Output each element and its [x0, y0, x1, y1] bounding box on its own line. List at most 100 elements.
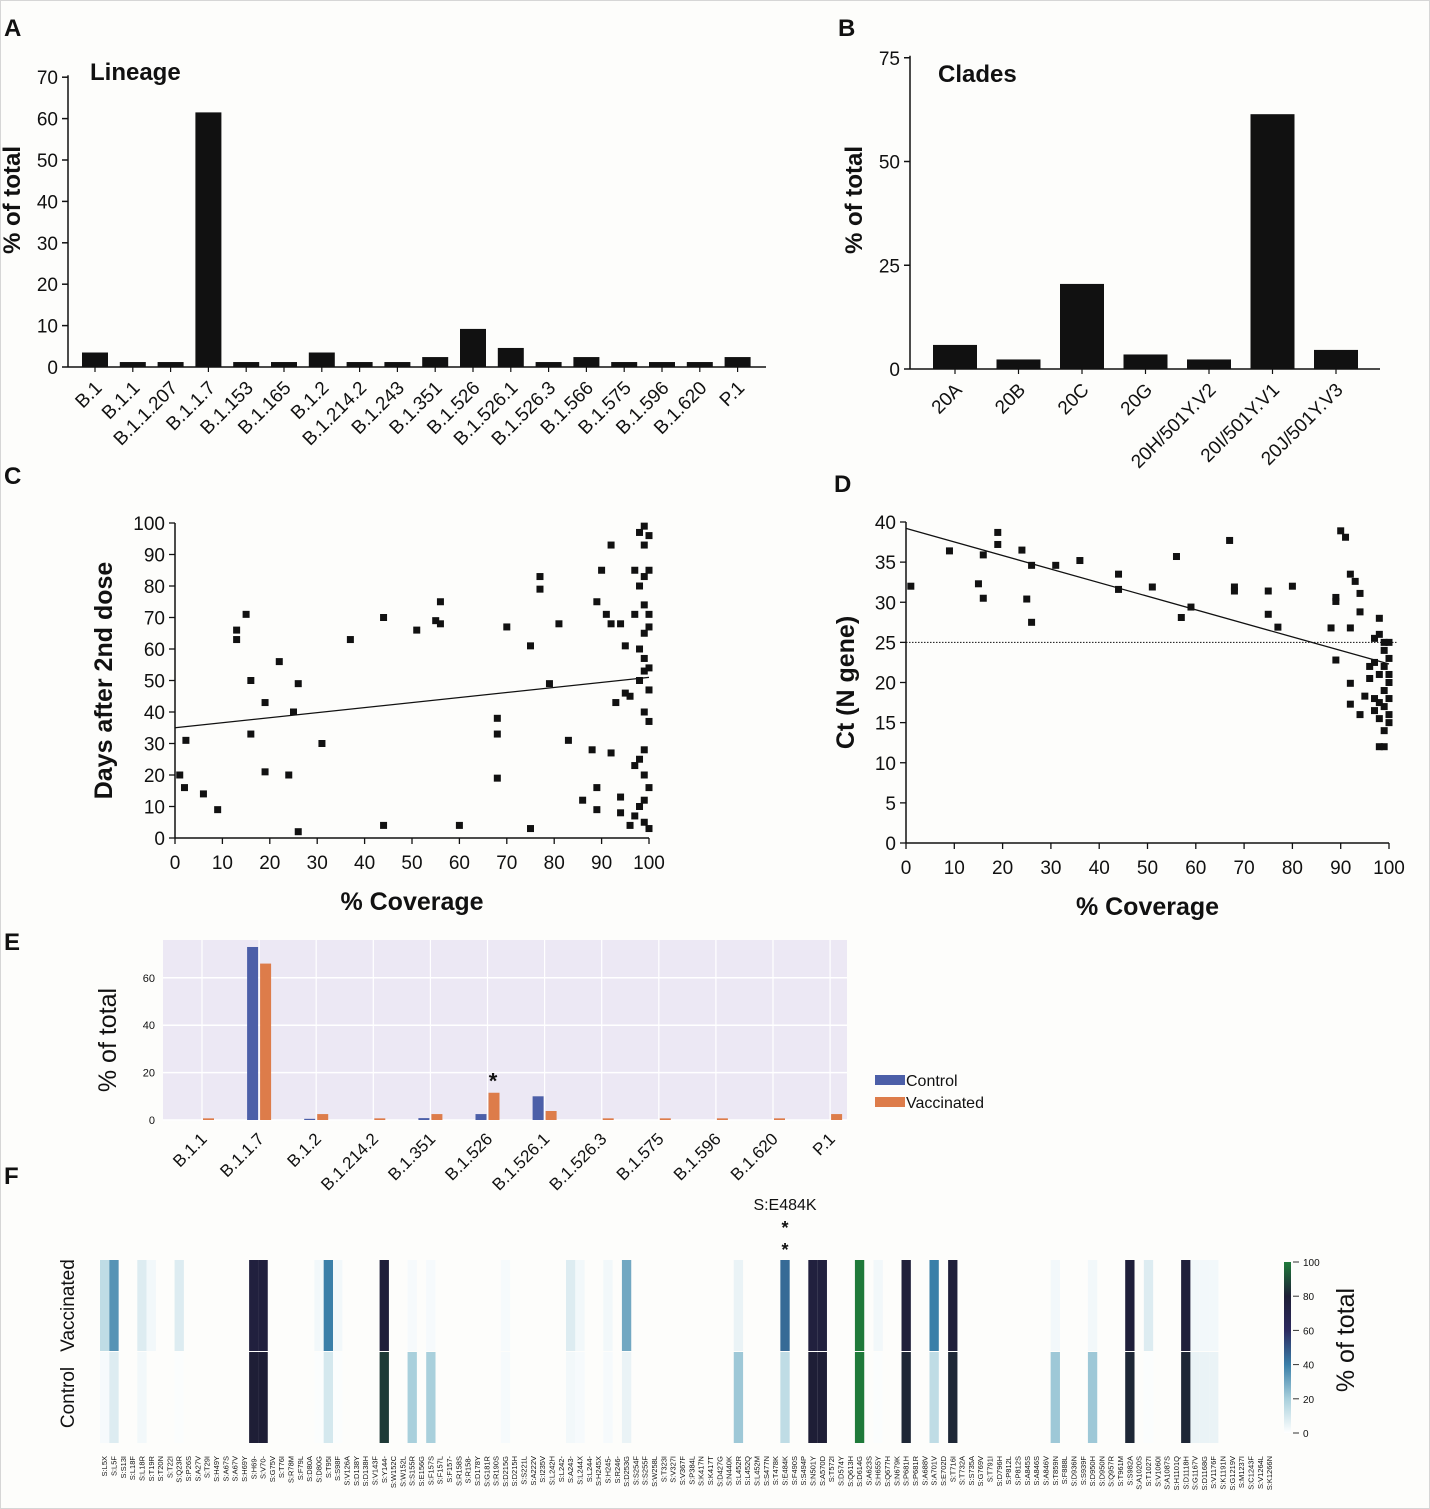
- column-label: S:L242-: [557, 1456, 566, 1483]
- column-label: S:V327I: [669, 1456, 678, 1483]
- data-point: [1346, 700, 1354, 708]
- column-label: S:L452Q: [743, 1456, 752, 1486]
- column-label: S:V143F: [370, 1456, 379, 1486]
- colorbar-tick-label: 80: [1303, 1292, 1315, 1303]
- column-label: S:P384L: [687, 1456, 696, 1485]
- column-label: S:V1264L: [1256, 1456, 1265, 1489]
- heatmap-cell-control-S:Y144-: [379, 1352, 389, 1443]
- y-axis-label: % of total: [841, 146, 868, 254]
- column-label: S:Q677H: [883, 1456, 892, 1487]
- data-point: [631, 610, 639, 618]
- column-label: S:R158S: [454, 1456, 463, 1486]
- column-label: S:S221L: [520, 1456, 529, 1485]
- bar-B.1: [82, 352, 108, 367]
- data-point: [979, 594, 987, 602]
- bar-B.1.165: [271, 362, 297, 367]
- x-tick-label: 40: [1089, 858, 1110, 879]
- x-tick-label: 100: [1373, 858, 1405, 879]
- heatmap-cell-control-S:L452R: [733, 1352, 744, 1443]
- column-label: S:R78M: [287, 1456, 296, 1483]
- column-label: S:Q23R: [175, 1455, 184, 1482]
- heatmap-cell-control-S:Q23R: [174, 1352, 184, 1443]
- heatmap-cell-control-S:D950H: [1087, 1352, 1098, 1443]
- column-label: S:L5F: [109, 1456, 118, 1476]
- column-label: S:A67S: [221, 1456, 230, 1481]
- panel-d-ct-scatter: 0 5 10 15 20 25 30 35 40 0 10 20 30 40 50 60 70 80 90 100 % …: [832, 513, 1405, 921]
- chart-title: Lineage: [90, 59, 181, 86]
- data-point: [1327, 624, 1335, 632]
- x-tick-label: 20: [992, 858, 1013, 879]
- column-label: S:N501Y: [808, 1456, 817, 1486]
- data-point: [1187, 603, 1195, 611]
- bar-vaccinated-B.1.596: [716, 1118, 728, 1120]
- bar-control-B.1.1.7: [247, 946, 259, 1120]
- data-point: [645, 623, 653, 631]
- heatmap-cell-control-S:S155R: [407, 1352, 417, 1443]
- data-point: [436, 620, 444, 628]
- column-label: S:D936N: [1069, 1456, 1078, 1486]
- x-tick-label: 70: [1234, 858, 1255, 879]
- data-point: [1356, 711, 1364, 719]
- data-point: [294, 828, 302, 836]
- bar-vaccinated-B.1.526.1: [545, 1110, 557, 1120]
- data-point: [1380, 743, 1388, 751]
- data-point: [527, 825, 534, 833]
- heatmap-cell-vaccinated-S:L244X: [575, 1260, 585, 1351]
- column-label: S:T22I: [165, 1456, 174, 1478]
- column-label: S:G769V: [976, 1456, 985, 1486]
- column-label: S:T572I: [827, 1456, 836, 1482]
- data-point: [907, 582, 915, 590]
- column-label: S:L18R: [137, 1455, 146, 1481]
- column-label: S:I235V: [538, 1456, 547, 1483]
- data-point: [645, 825, 653, 833]
- column-label: S:T791I: [986, 1456, 995, 1482]
- data-point: [593, 784, 601, 792]
- column-label: S:F79L: [296, 1456, 305, 1480]
- bar-B.1.1.207: [157, 362, 184, 367]
- heatmap-cell-control-S:H245-: [603, 1352, 613, 1443]
- row-label-vaccinated: Vaccinated: [58, 1259, 79, 1352]
- data-point: [640, 771, 648, 779]
- data-point: [1385, 719, 1393, 727]
- column-label: S:K1266N: [1265, 1456, 1274, 1490]
- bar-control-B.1.526.1: [532, 1096, 544, 1120]
- data-point: [1375, 614, 1383, 622]
- y-tick-label: 50: [144, 672, 165, 693]
- y-tick-label: 40: [144, 703, 165, 724]
- column-label: S:A688V: [920, 1456, 929, 1486]
- y-tick-label: 10: [144, 798, 165, 819]
- column-label: S:H1101Q: [1172, 1456, 1181, 1491]
- column-label: S:S494P: [799, 1456, 808, 1486]
- column-label: S:A222V: [529, 1456, 538, 1486]
- heatmap-cell-control-S:D1168G: [1199, 1352, 1210, 1443]
- x-tick-label: 0: [901, 858, 912, 879]
- data-point: [1356, 608, 1364, 616]
- column-label: S:T20N: [156, 1456, 165, 1481]
- data-point: [1274, 623, 1282, 631]
- bar-control-B.1.2: [304, 1118, 316, 1120]
- bar-B.1.243: [384, 362, 411, 367]
- data-point: [261, 699, 269, 707]
- data-point: [1380, 638, 1388, 646]
- data-point: [1380, 727, 1388, 735]
- column-label: S:T29I: [203, 1456, 212, 1478]
- column-label: S:D950H: [1088, 1456, 1097, 1486]
- data-point: [536, 573, 544, 581]
- heatmap-cell-vaccinated-S:A570D: [817, 1260, 827, 1351]
- column-label: S:D215H: [510, 1456, 519, 1486]
- bar-B.1.526.3: [535, 362, 562, 367]
- heatmap-cell-control-S:G1167V: [1190, 1352, 1200, 1443]
- y-tick-label: 90: [144, 546, 165, 567]
- bar-vaccinated-B.1.526: [488, 1092, 500, 1120]
- data-point: [994, 540, 1002, 548]
- column-label: S:F157L: [436, 1456, 445, 1484]
- column-label: S:R246-: [613, 1455, 622, 1483]
- data-point: [536, 585, 544, 593]
- column-label: S:E156G: [417, 1456, 426, 1487]
- data-point: [636, 755, 644, 763]
- column-label: S:F157S: [426, 1456, 435, 1485]
- column-label: S:G75V: [268, 1456, 277, 1482]
- data-point: [640, 796, 648, 804]
- data-point: [617, 793, 625, 801]
- x-tick-label: 90: [1330, 858, 1351, 879]
